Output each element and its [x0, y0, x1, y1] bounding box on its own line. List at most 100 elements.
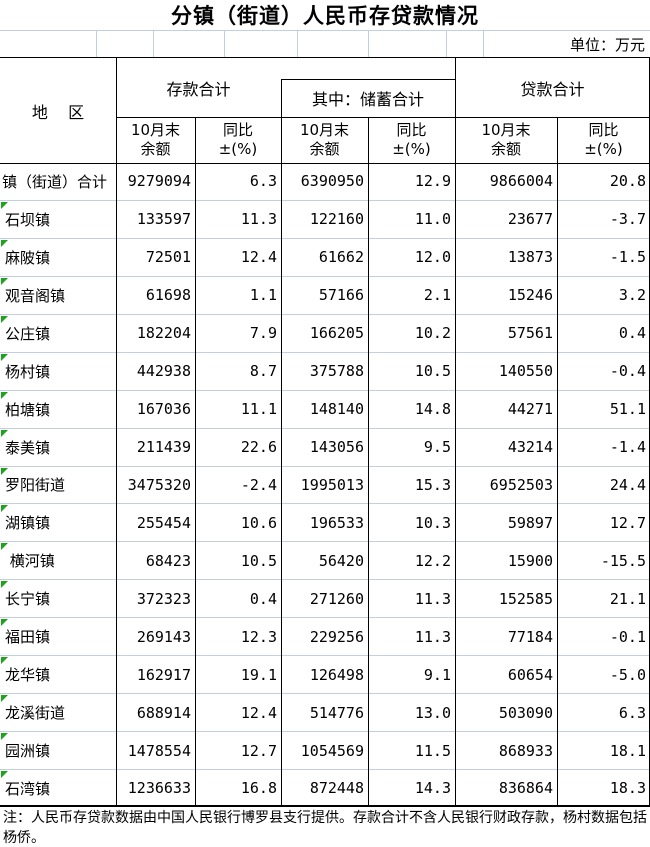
- subheader-line: 同比: [588, 121, 619, 139]
- value-cell: -1.5: [609, 248, 646, 267]
- value-cell: 68423: [145, 551, 191, 570]
- value-cell: 229256: [309, 627, 364, 646]
- value-cell: 14.8: [414, 400, 451, 419]
- table-row: 园洲镇 1478554 12.7 1054569 11.5 868933 18.1: [0, 732, 650, 770]
- value-cell: 13.0: [414, 703, 451, 722]
- column-border: [116, 58, 117, 807]
- subheader-savings-balance: 10月末 余额: [281, 117, 368, 163]
- subheader-line: 10月末: [299, 121, 350, 139]
- value-cell: 140550: [498, 362, 553, 381]
- subheader-line: 余额: [140, 140, 171, 158]
- region-cell: 福田镇: [0, 618, 116, 655]
- gridline-stub: [224, 31, 225, 58]
- value-cell: 10.5: [414, 362, 451, 381]
- value-cell: 15.3: [414, 475, 451, 494]
- value-cell: 12.2: [414, 551, 451, 570]
- error-indicator-triangle-icon: [1, 619, 8, 627]
- value-cell: 6.3: [249, 172, 277, 191]
- value-cell: 11.3: [240, 210, 277, 229]
- subheader-line: 同比: [396, 121, 427, 139]
- value-cell: 6.3: [618, 703, 646, 722]
- gridline-stub: [368, 31, 369, 58]
- subheader-line: 余额: [309, 140, 340, 158]
- table-row: 公庄镇 182204 7.9 166205 10.2 57561 0.4: [0, 315, 650, 353]
- error-indicator-triangle-icon: [1, 315, 8, 323]
- value-cell: 0.4: [249, 589, 277, 608]
- table-row: 湖镇镇 255454 10.6 196533 10.3 59897 12.7: [0, 504, 650, 543]
- value-cell: 872448: [309, 779, 364, 798]
- region-cell: 柏塘镇: [0, 391, 116, 428]
- region-cell: 龙溪街道: [0, 694, 116, 731]
- value-cell: 10.2: [414, 324, 451, 343]
- region-cell: 泰美镇: [0, 429, 116, 466]
- value-cell: 72501: [145, 248, 191, 267]
- value-cell: 51.1: [609, 400, 646, 419]
- value-cell: -0.1: [609, 627, 646, 646]
- value-cell: 11.0: [414, 210, 451, 229]
- subheader-deposit-yoy: 同比 ±(%): [195, 117, 281, 163]
- gridline-stub: [96, 31, 97, 58]
- value-cell: 3.2: [618, 286, 646, 305]
- value-cell: 2.1: [423, 286, 451, 305]
- error-indicator-triangle-icon: [1, 733, 8, 741]
- value-cell: 1478554: [127, 741, 191, 760]
- value-cell: 9866004: [489, 172, 553, 191]
- error-indicator-triangle-icon: [1, 543, 8, 551]
- value-cell: -1.4: [609, 438, 646, 457]
- value-cell: 211439: [136, 438, 191, 457]
- value-cell: 60654: [507, 665, 553, 684]
- error-indicator-triangle-icon: [1, 581, 8, 589]
- value-cell: 3475320: [127, 475, 191, 494]
- savings-box-top-border: [281, 79, 455, 80]
- region-cell: 石湾镇: [0, 770, 116, 807]
- value-cell: 1.1: [249, 286, 277, 305]
- value-cell: 196533: [309, 513, 364, 532]
- subheader-line: ±(%): [584, 140, 623, 158]
- value-cell: 688914: [136, 703, 191, 722]
- subheader-line: 余额: [490, 140, 521, 158]
- value-cell: 13873: [507, 248, 553, 267]
- error-indicator-triangle-icon: [1, 429, 8, 437]
- value-cell: 162917: [136, 665, 191, 684]
- subheader-loan-yoy: 同比 ±(%): [557, 117, 650, 163]
- table-row: 观音阁镇 61698 1.1 57166 2.1 15246 3.2: [0, 277, 650, 315]
- value-cell: 12.9: [414, 172, 451, 191]
- error-indicator-triangle-icon: [1, 353, 8, 361]
- column-border: [455, 58, 456, 807]
- value-cell: 514776: [309, 703, 364, 722]
- value-cell: 24.4: [609, 475, 646, 494]
- value-cell: 56420: [318, 551, 364, 570]
- value-cell: 12.0: [414, 248, 451, 267]
- region-cell: 湖镇镇: [0, 504, 116, 541]
- table-row: 杨村镇 442938 8.7 375788 10.5 140550 -0.4: [0, 353, 650, 391]
- value-cell: 10.6: [240, 513, 277, 532]
- gridline-stub: [153, 31, 154, 58]
- header-divider: [116, 117, 650, 118]
- error-indicator-triangle-icon: [1, 657, 8, 665]
- value-cell: -3.7: [609, 210, 646, 229]
- value-cell: 6952503: [489, 475, 553, 494]
- region-cell: 麻陂镇: [0, 239, 116, 276]
- error-indicator-triangle-icon: [1, 505, 8, 513]
- value-cell: 15246: [507, 286, 553, 305]
- table-row: 麻陂镇 72501 12.4 61662 12.0 13873 -1.5: [0, 239, 650, 277]
- value-cell: -0.4: [609, 362, 646, 381]
- value-cell: 19.1: [240, 665, 277, 684]
- table-row: 柏塘镇 167036 11.1 148140 14.8 44271 51.1: [0, 391, 650, 429]
- error-indicator-triangle-icon: [1, 277, 8, 285]
- value-cell: 23677: [507, 210, 553, 229]
- value-cell: 7.9: [249, 324, 277, 343]
- header-region: 地 区: [31, 102, 85, 122]
- table-row: 横河镇 68423 10.5 56420 12.2 15900 -15.5: [0, 542, 650, 581]
- region-cell: 杨村镇: [0, 353, 116, 390]
- value-cell: 11.3: [414, 589, 451, 608]
- value-cell: 271260: [309, 589, 364, 608]
- unit-label: 单位：万元: [569, 36, 645, 54]
- value-cell: 182204: [136, 324, 191, 343]
- region-cell: 公庄镇: [0, 315, 116, 352]
- table-top-border: [0, 57, 650, 58]
- value-cell: 133597: [136, 210, 191, 229]
- subheader-line: ±(%): [218, 140, 258, 158]
- value-cell: 868933: [498, 741, 553, 760]
